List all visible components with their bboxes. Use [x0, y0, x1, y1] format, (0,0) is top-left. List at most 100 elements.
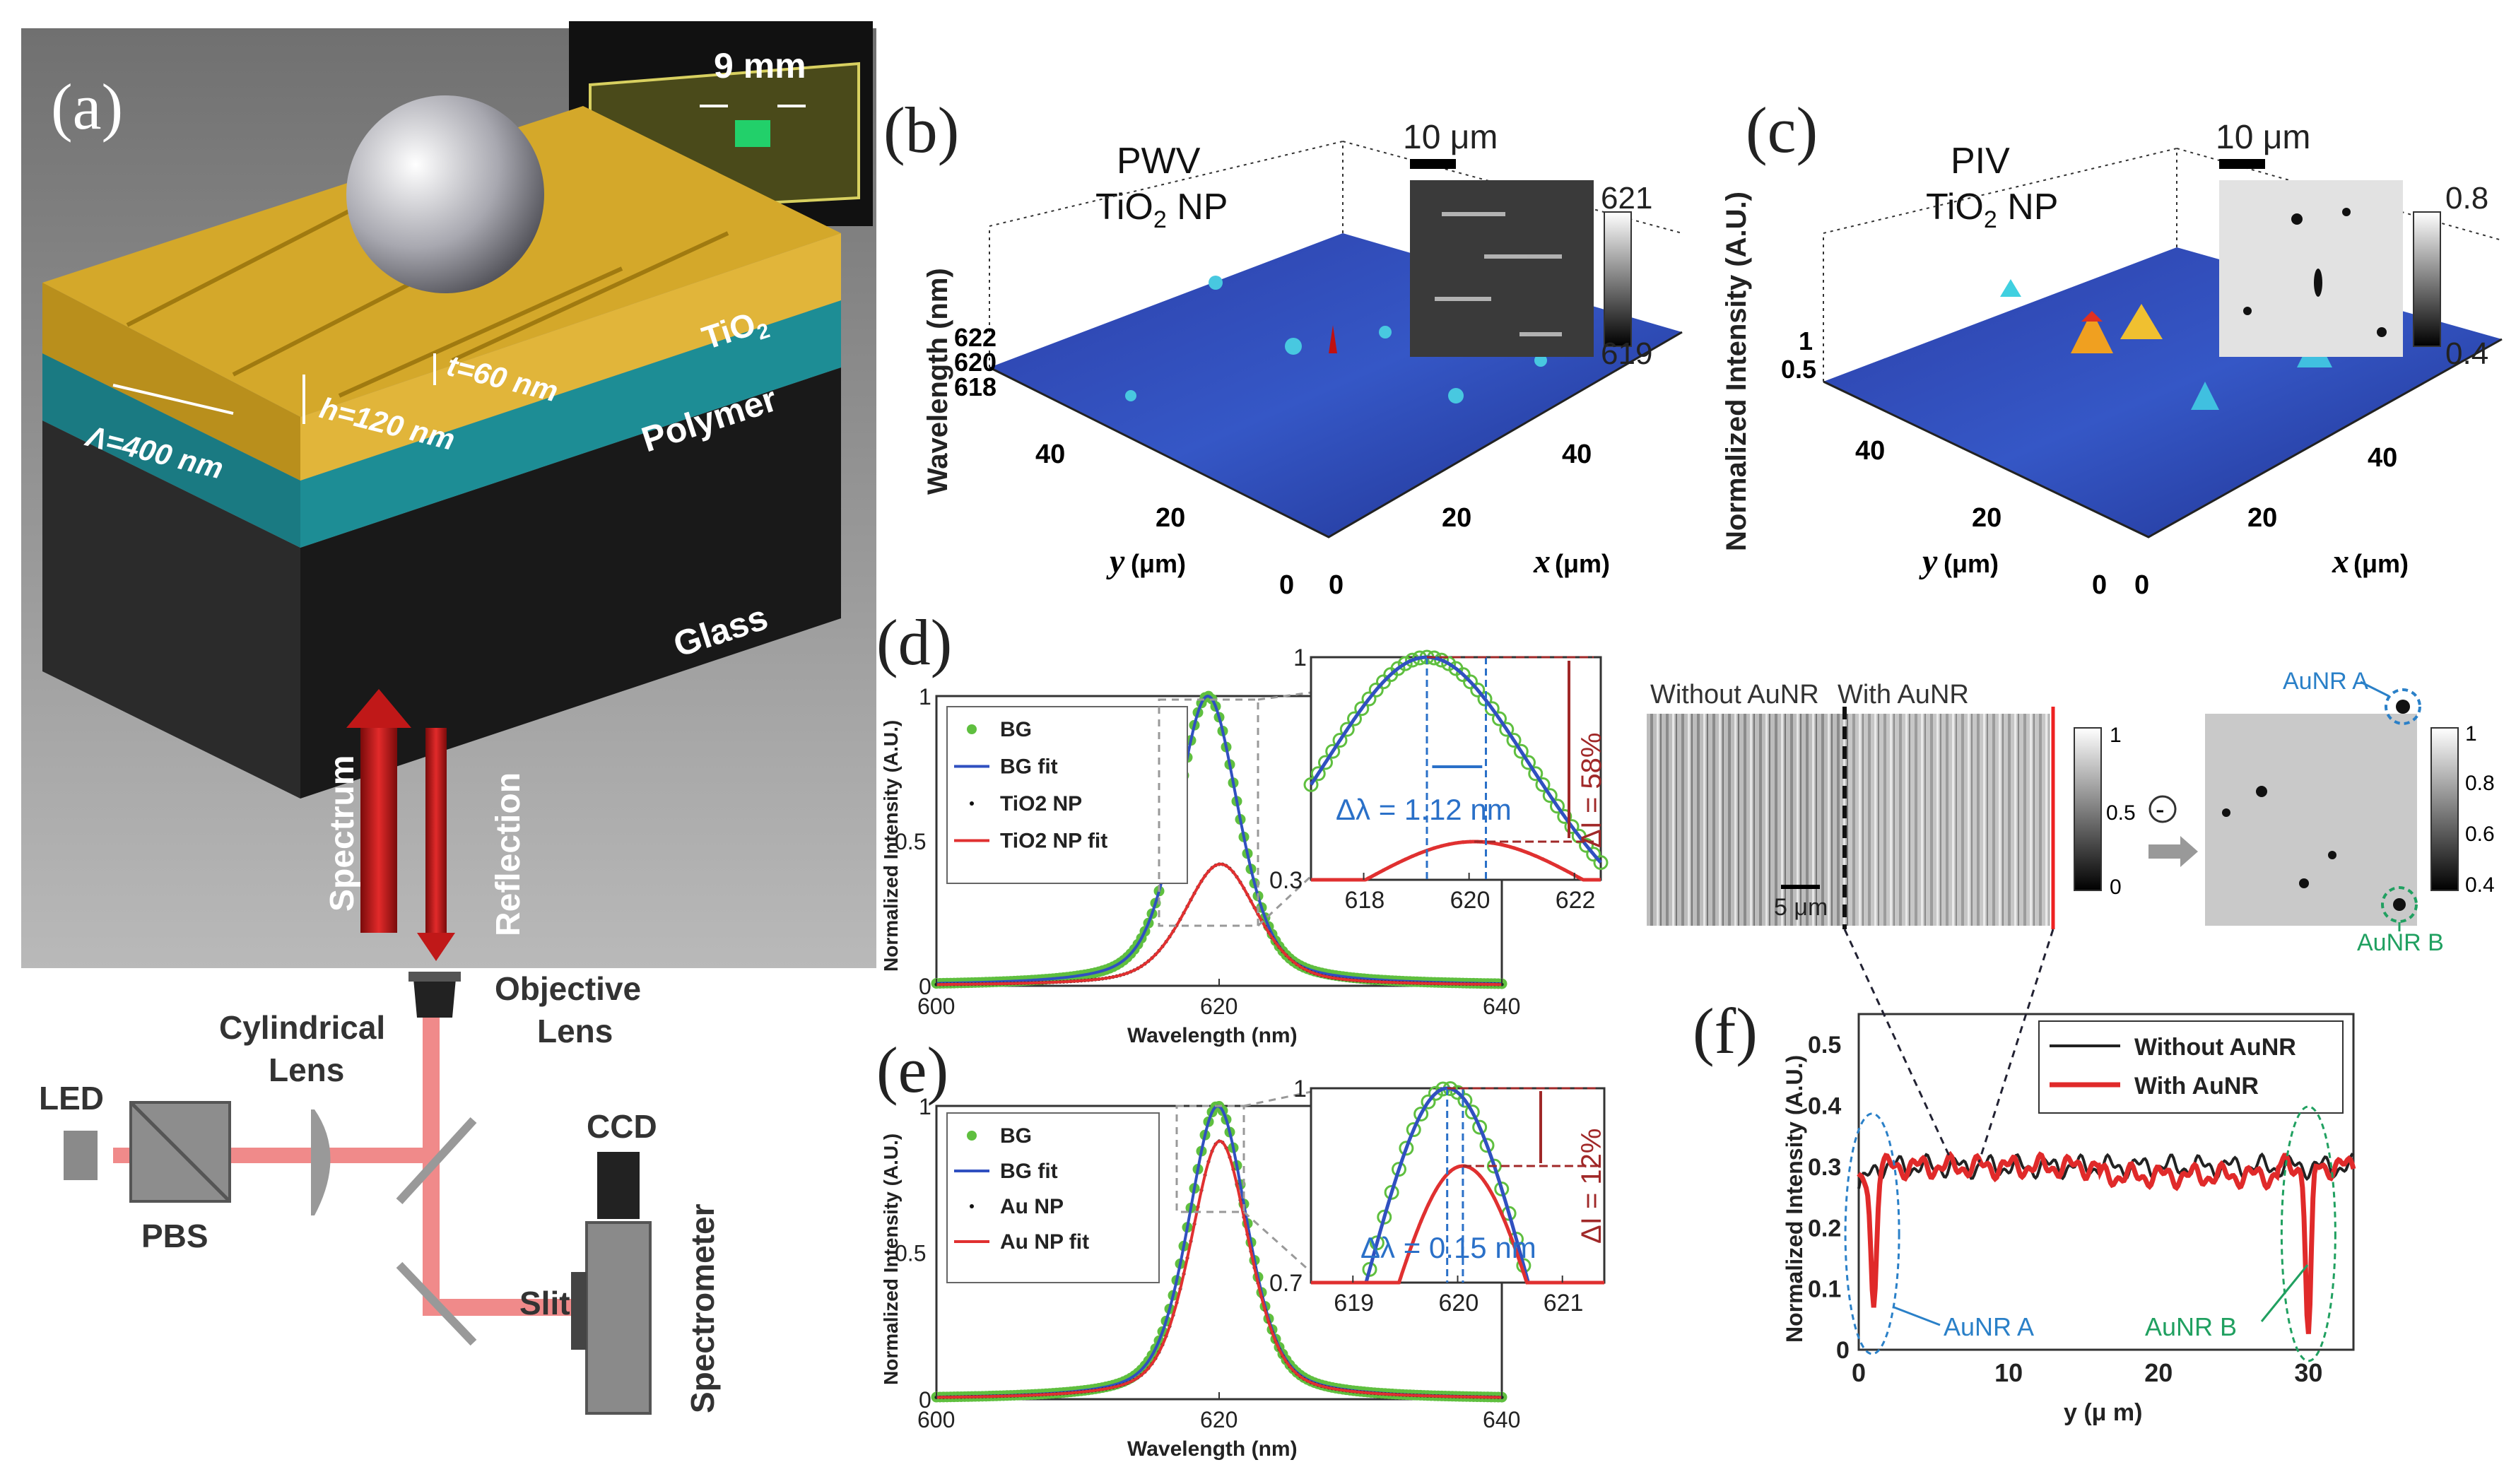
- panel-c-title-2: TiO: [1926, 187, 1984, 228]
- label-with-aunr: With AuNR: [1838, 680, 1969, 709]
- label-spectrum: Spectrum: [324, 755, 361, 912]
- label-without-aunr: Without AuNR: [1650, 680, 1819, 709]
- e-inset-point: [1421, 1094, 1436, 1109]
- panel-c-xunit: (μm): [2353, 549, 2409, 578]
- panel-c-xtick-2: 40: [2368, 443, 2397, 473]
- f-aunr-b-label: AuNR B: [2145, 1312, 2237, 1341]
- diff-cbar-tick-3: 0.4: [2465, 873, 2495, 897]
- panel-b-ytick-1: 20: [1156, 503, 1185, 533]
- e-inset-point: [1399, 1141, 1414, 1156]
- e-inset-ytick-1: 0.7: [1269, 1270, 1303, 1297]
- e-main-xlabel: Wavelength (nm): [1127, 1437, 1298, 1461]
- d-main-legend-label-1: BG fit: [1000, 755, 1058, 779]
- f-legend-label-0: Without AuNR: [2134, 1034, 2296, 1061]
- label-cylindrical-2: Lens: [269, 1052, 344, 1088]
- image-cbar-tick-2: 0: [2110, 876, 2122, 899]
- image-colorbar: [2074, 727, 2102, 891]
- d-inset-point: [1579, 837, 1594, 853]
- polymer-front: [300, 300, 841, 548]
- svg-text:TiO2 NP: TiO2 NP: [1095, 187, 1228, 233]
- arrow-right-icon: [2148, 836, 2198, 867]
- slit-icon: [571, 1272, 587, 1350]
- d-inset-xtick-1: 620: [1450, 887, 1491, 914]
- d-inset-point: [1434, 652, 1449, 668]
- panel-b-zlabel: Wavelength (nm): [922, 268, 953, 495]
- beam-splitter-mirror: [396, 1117, 477, 1205]
- e-inset-point: [1392, 1162, 1406, 1177]
- panel-b-ztick-1: 620: [954, 348, 997, 377]
- d-main-series-tio2-np-fit: [936, 862, 1502, 987]
- panel-c-xtick-0: 0: [2134, 570, 2149, 600]
- e-zoom-box: [1175, 1105, 1245, 1213]
- panel-c-title-sub: 2: [1984, 206, 1997, 233]
- grating-front: [300, 233, 841, 481]
- panel-label-a: (a): [51, 71, 123, 143]
- e-main-ylabel: Normalized Intensity (A.U.): [880, 1133, 902, 1385]
- d-inset-point: [1368, 682, 1384, 697]
- panel-b-ylabel: y: [1106, 543, 1125, 580]
- grating-grooves: [126, 189, 729, 398]
- image-with-aunr: [1848, 714, 2050, 926]
- e-main-ytick-1: 0.5: [895, 1241, 926, 1266]
- e-main-xtick-1: 620: [1200, 1407, 1238, 1432]
- d-inset-point: [1463, 674, 1478, 690]
- panel-b-colorbar: [1604, 211, 1632, 347]
- d-inset-point: [1506, 733, 1522, 748]
- image-cbar-tick-1: 0.5: [2106, 801, 2136, 825]
- panel-c-scalebar-text: 10 μm: [2216, 119, 2310, 156]
- cylindrical-lens-icon: [311, 1109, 331, 1215]
- diff-cbar-tick-1: 0.8: [2465, 772, 2495, 795]
- diff-cbar-tick-2: 0.6: [2465, 823, 2495, 846]
- panel-c-ylabel: y: [1919, 543, 1938, 580]
- panel-c-scalebar: [2219, 159, 2265, 169]
- d-main-ytick-1: 0.5: [895, 829, 926, 854]
- d-inset-series-tio2-np-fit: [1311, 840, 1601, 882]
- panel-b-cbar-min: 619: [1601, 336, 1652, 371]
- d-inset-frame: [1310, 656, 1602, 881]
- e-main-legend-label-1: BG fit: [1000, 1160, 1058, 1183]
- f-legend: [2038, 1020, 2344, 1114]
- e-zoom-line-2: [1242, 1211, 1312, 1273]
- beam-spectrum: [346, 689, 411, 933]
- panel-b-yunit: (μm): [1131, 549, 1186, 578]
- glass-left: [42, 420, 300, 799]
- label-ccd: CCD: [587, 1108, 657, 1145]
- panel-c-colorbar: [2413, 211, 2441, 347]
- panel-c-ytick-2: 0: [2092, 570, 2107, 600]
- d-inset-point: [1361, 691, 1377, 707]
- d-main-legend-label-0: BG: [1000, 718, 1032, 741]
- label-pbs: PBS: [141, 1218, 208, 1254]
- e-inset-point: [1472, 1119, 1488, 1135]
- f-xlabel: y (μ m): [2064, 1399, 2142, 1426]
- e-main-series-au-np-fit: [936, 1139, 1502, 1399]
- sensor-spot: [735, 120, 770, 147]
- panel-c-cbar-max: 0.8: [2445, 181, 2488, 216]
- panel-c-xtick-1: 20: [2247, 503, 2277, 533]
- d-inset-point: [1492, 711, 1507, 726]
- e-inset-xtick-0: 619: [1334, 1290, 1374, 1317]
- difference-image: [2205, 714, 2417, 926]
- svg-text:TiO2 NP: TiO2 NP: [1926, 187, 2058, 233]
- d-main-ylabel: Normalized Intensity (A.U.): [880, 720, 902, 972]
- e-zoom-line-1: [1243, 1090, 1312, 1107]
- panel-d-images: Without AuNR With AuNR 5 μm 1 0.5 0 - Au…: [1647, 668, 2495, 1163]
- beam-path-vertical: [423, 1018, 587, 1316]
- label-spectrometer: Spectrometer: [684, 1203, 721, 1413]
- panel-c-xlabel: x: [2332, 543, 2349, 580]
- chart-e-inset: 619 620 621 1 0.7 Δλ = 0.15 nm ΔI = 12%: [1269, 1076, 1607, 1317]
- d-inset-point: [1354, 701, 1370, 717]
- d-main-xtick-0: 600: [917, 994, 955, 1019]
- label-objective-2: Lens: [537, 1013, 613, 1049]
- e-main-legend-marker-2: [970, 1204, 974, 1208]
- d-inset-point: [1303, 777, 1319, 792]
- panel-label-d: (d): [876, 606, 952, 678]
- d-inset-point: [1339, 722, 1355, 737]
- e-inset-point: [1406, 1122, 1421, 1138]
- panel-c-title-1: PIV: [1951, 141, 2010, 182]
- f-ytick-1: 0.1: [1808, 1276, 1841, 1303]
- f-aunr-b-ellipse: [2280, 1105, 2336, 1362]
- e-main-legend-label-2: Au NP: [1000, 1195, 1064, 1218]
- d-inset-point: [1550, 799, 1565, 814]
- e-inset-xtick-2: 621: [1544, 1290, 1584, 1317]
- image-cbar-tick-0: 1: [2110, 724, 2122, 747]
